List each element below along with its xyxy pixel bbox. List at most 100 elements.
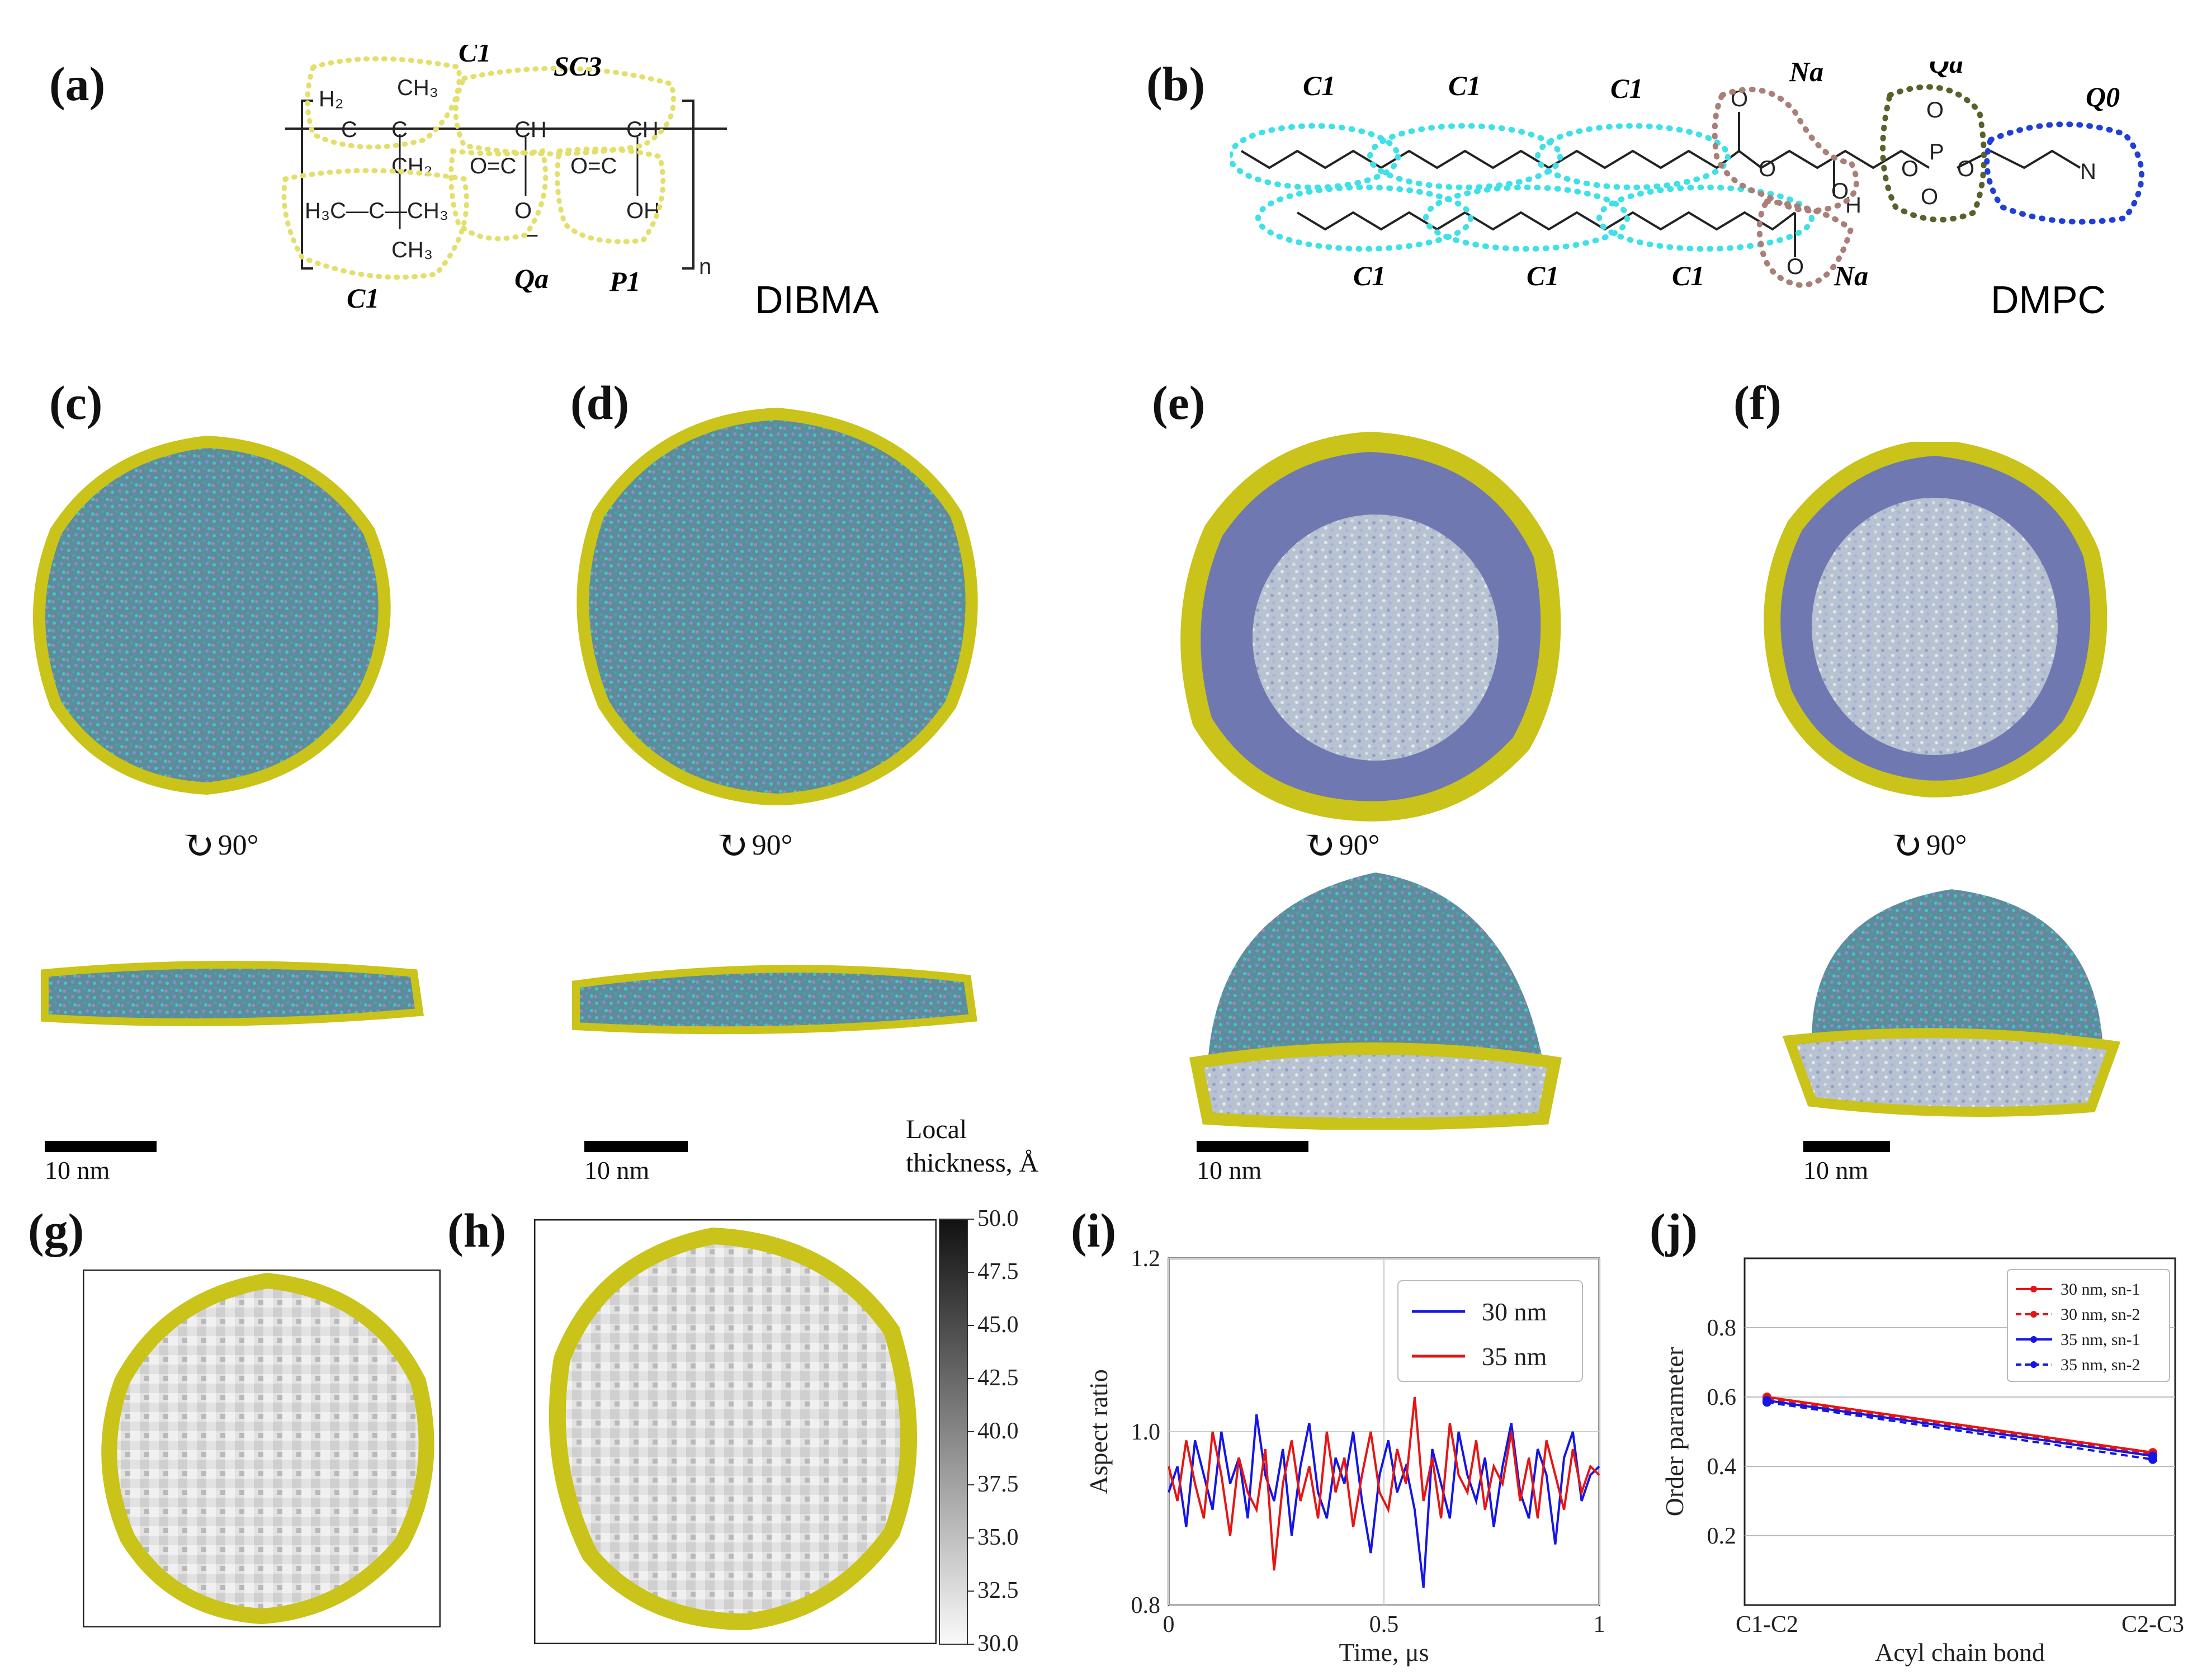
dmpc-bead-c1-top-3: C1: [1610, 73, 1643, 104]
dibma-structure: H₂ CH₃ C C CH CH CH₂ O=C O=C H₃C—C—CH₃ O…: [281, 45, 879, 322]
panel-label-g: (g): [28, 1204, 84, 1257]
dibma-bead-qa: Qa: [514, 263, 549, 294]
colorbar-tick-label: 37.5: [977, 1471, 1019, 1497]
legend-label-j: 30 nm, sn-2: [2061, 1305, 2140, 1324]
vesicle-35nm-top-view: [1764, 442, 2108, 797]
ytick-label-i: 1.2: [1131, 1246, 1161, 1272]
order-parameter-chart: 0.2 0.4 0.6 0.8 C1-C2 C2-C3 Acyl chain bond Ord…: [1660, 1257, 2184, 1667]
rotation-label-c: 90°: [218, 829, 259, 861]
rotation-label-f: 90°: [1926, 829, 1967, 861]
scalebar-d: 10 nm: [584, 1141, 688, 1185]
dmpc-bead-c1-bot-3: C1: [1672, 260, 1704, 291]
dmpc-bead-c1-bot-2: C1: [1527, 260, 1559, 291]
series-line-j: [1766, 1401, 2153, 1461]
panel-label-j: (j): [1650, 1204, 1698, 1257]
xtick-label-j: C1-C2: [1736, 1612, 1798, 1637]
colorbar-tick-label: 47.5: [977, 1259, 1019, 1285]
colorbar-tick-label: 32.5: [977, 1578, 1019, 1603]
legend-box-j: [2007, 1269, 2170, 1382]
colorbar-tick-label: 40.0: [977, 1418, 1019, 1444]
colorbar-title: Local thickness, Å: [906, 1113, 1038, 1180]
legend-label-j: 35 nm, sn-2: [2061, 1356, 2140, 1374]
xtick-label-i: 1: [1594, 1612, 1605, 1637]
dmpc-atom-o8: O: [1957, 157, 1974, 181]
dmpc-atom-o6: O: [1926, 98, 1944, 122]
legend-marker-j: [2030, 1336, 2037, 1343]
colorbar-tick-label: 42.5: [977, 1365, 1019, 1391]
rotate-icon: ↻: [1303, 824, 1336, 867]
dmpc-name: DMPC: [1991, 278, 2106, 322]
rotation-indicator-e: ↻ 90°: [1303, 822, 1379, 869]
dmpc-bead-qa: Qa: [1929, 62, 1963, 79]
svg-text:CH: CH: [514, 117, 547, 142]
thickness-colorbar: 50.0 47.5 45.0 42.5 40.0 37.5 35.0 32.5 30.0: [939, 1208, 1019, 1655]
legend-label-j: 35 nm, sn-1: [2061, 1330, 2140, 1349]
ytick-label-i: 0.8: [1131, 1593, 1161, 1618]
rotation-indicator-d: ↻ 90°: [716, 822, 792, 869]
scalebar-c: 10 nm: [45, 1141, 157, 1185]
dmpc-bead-q0: Q0: [2086, 81, 2120, 112]
svg-text:H₃C—C—CH₃: H₃C—C—CH₃: [305, 199, 448, 223]
aspect-ratio-chart: 0.8 1.0 1.2 0 0.5 1 Time, μs Aspect ratio 30 nm 3…: [1084, 1246, 1605, 1667]
ytick-label-j: 0.4: [1707, 1454, 1737, 1480]
dmpc-structure: O O O O H O P O O O N C1 C1 C1 Na Qa Q0 …: [1230, 62, 2144, 322]
scalebar-label-c: 10 nm: [45, 1156, 110, 1185]
rotate-icon: ↻: [1890, 824, 1923, 867]
x-axis-label-i: Time, μs: [1339, 1638, 1429, 1667]
dibma-bead-c1-bottom: C1: [347, 282, 379, 314]
vesicle-35nm-side-view: [1782, 889, 2121, 1117]
dmpc-bead-c1-bot-1: C1: [1353, 260, 1386, 291]
scalebar-label-f: 10 nm: [1803, 1156, 1869, 1185]
legend-label-i: 35 nm: [1482, 1342, 1547, 1371]
svg-text:C: C: [341, 117, 357, 142]
y-axis-label-j: Order parameter: [1660, 1347, 1689, 1517]
panel-label-h: (h): [447, 1204, 507, 1257]
thickness-map-30nm: [83, 1270, 441, 1627]
dibma-bead-sc3: SC3: [554, 50, 602, 82]
vesicle-30nm-side-view: [1189, 872, 1562, 1130]
series-line-j: [1766, 1396, 2153, 1454]
dibma-bead-c1-top: C1: [459, 45, 491, 68]
ytick-label-j: 0.8: [1707, 1315, 1737, 1341]
colorbar-tick-label: 30.0: [977, 1631, 1019, 1655]
dmpc-atom-o5: O: [1901, 157, 1919, 181]
svg-text:O=C: O=C: [570, 154, 617, 178]
dibma-name: DIBMA: [755, 278, 879, 322]
panel-label-i: (i): [1071, 1204, 1117, 1257]
colorbar-title-line2: thickness, Å: [906, 1148, 1039, 1178]
rotate-icon: ↻: [182, 824, 215, 867]
rotation-label-e: 90°: [1339, 829, 1380, 861]
legend-label-i: 30 nm: [1482, 1297, 1547, 1326]
xtick-label-j: C2-C3: [2121, 1612, 2184, 1637]
series-line-35nm: [1168, 1396, 1600, 1571]
colorbar-title-line1: Local: [906, 1115, 967, 1144]
series-line-j: [1766, 1398, 2153, 1456]
panel-label-f: (f): [1733, 376, 1782, 430]
scalebar-f: 10 nm: [1803, 1141, 1890, 1185]
ytick-label-j: 0.6: [1707, 1385, 1737, 1410]
x-axis-label-j: Acyl chain bond: [1875, 1638, 2045, 1667]
svg-text:O: O: [514, 199, 532, 223]
nanodisc-30nm-top-view: [33, 435, 391, 795]
nanodisc-30nm-side-view: [41, 961, 424, 1026]
svg-text:OH: OH: [626, 199, 660, 223]
dmpc-bead-c1-top-2: C1: [1448, 70, 1481, 101]
legend-label-j: 30 nm, sn-1: [2061, 1280, 2140, 1299]
dmpc-atom-h: H: [1845, 193, 1861, 218]
dmpc-bead-na-top: Na: [1789, 62, 1823, 87]
scalebar-label-d: 10 nm: [584, 1156, 650, 1185]
legend-marker-j: [2030, 1311, 2037, 1318]
dmpc-atom-n: N: [2080, 159, 2096, 184]
series-line-j: [1766, 1399, 2153, 1457]
ytick-label-j: 0.2: [1707, 1523, 1737, 1549]
dmpc-atom-o2: O: [1759, 157, 1776, 181]
dmpc-bead-na-bot: Na: [1834, 260, 1868, 291]
dibma-bead-p1: P1: [609, 266, 641, 297]
xtick-label-i: 0: [1163, 1612, 1175, 1637]
svg-text:H₂: H₂: [319, 87, 343, 111]
dmpc-bead-c1-top-1: C1: [1303, 70, 1335, 101]
dmpc-atom-o7: O: [1921, 185, 1938, 209]
ytick-label-i: 1.0: [1131, 1419, 1161, 1445]
svg-text:C: C: [391, 117, 408, 142]
dibma-repeat-n: n: [699, 254, 711, 279]
